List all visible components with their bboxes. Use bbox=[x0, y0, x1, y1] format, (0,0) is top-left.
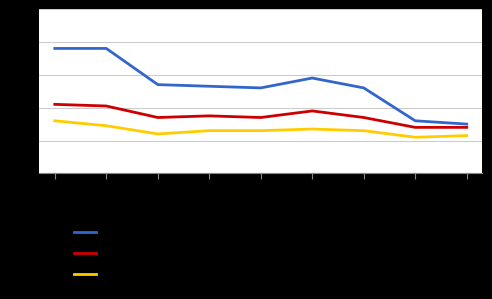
Legend: , , : , , bbox=[69, 223, 104, 284]
